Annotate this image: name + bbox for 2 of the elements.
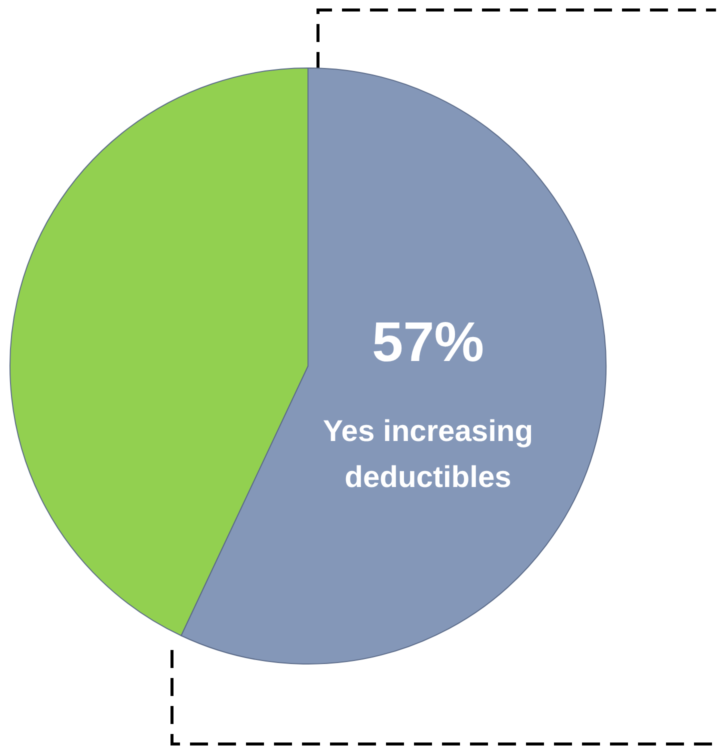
slice-label: Yes increasing deductibles	[322, 415, 534, 494]
data-label: 57%	[372, 310, 484, 373]
